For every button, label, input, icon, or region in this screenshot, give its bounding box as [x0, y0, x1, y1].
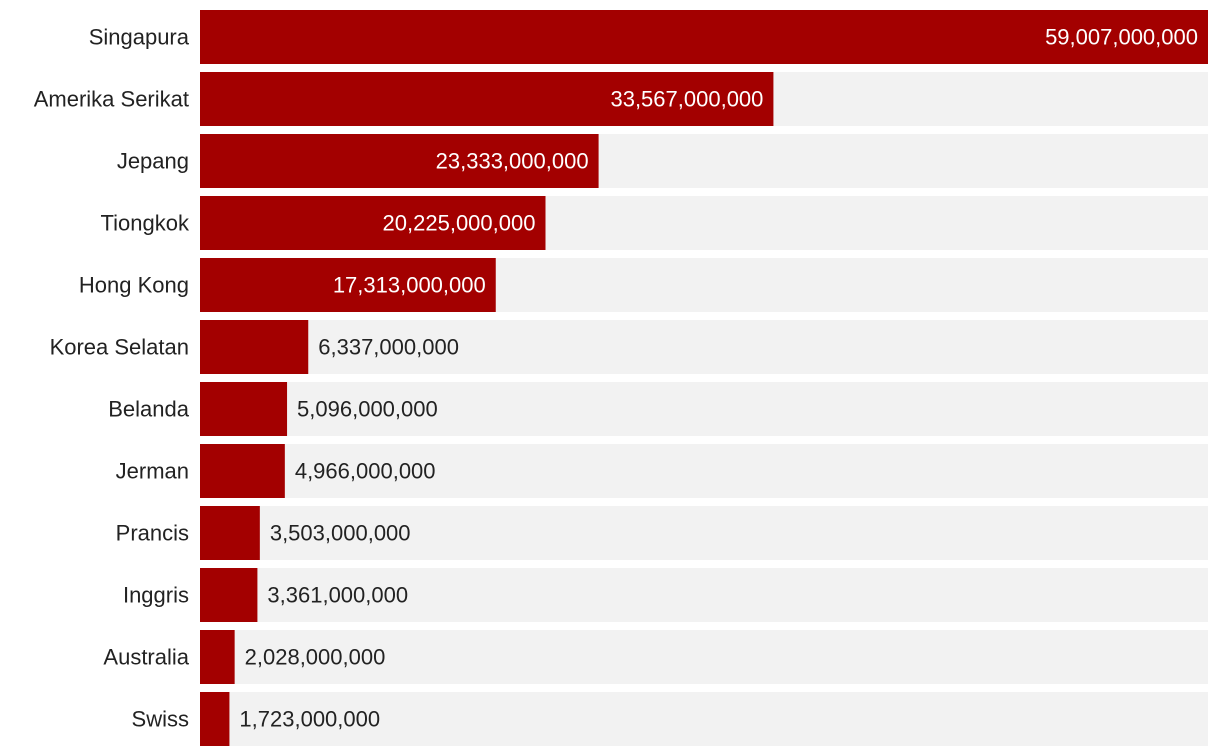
bar-row: Jerman 4,966,000,000 — [116, 444, 1208, 498]
bar-row: Prancis 3,503,000,000 — [116, 506, 1208, 560]
bar-track — [200, 506, 1208, 560]
bar-row: Amerika Serikat 33,567,000,000 — [34, 72, 1208, 126]
value-label: 3,503,000,000 — [270, 521, 411, 546]
category-label: Amerika Serikat — [34, 87, 189, 112]
value-label: 6,337,000,000 — [318, 335, 459, 360]
value-label: 23,333,000,000 — [436, 149, 589, 174]
bar-track — [200, 568, 1208, 622]
bar — [200, 258, 496, 312]
bar-row: Inggris 3,361,000,000 — [123, 568, 1208, 622]
bar — [200, 10, 1208, 64]
value-label: 20,225,000,000 — [383, 211, 536, 236]
bar-row: Korea Selatan 6,337,000,000 — [50, 320, 1208, 374]
bar — [200, 134, 599, 188]
bar — [200, 692, 230, 746]
bar-row: Hong Kong 17,313,000,000 — [79, 258, 1208, 312]
category-label: Australia — [103, 645, 189, 670]
bar — [200, 196, 546, 250]
bar — [200, 630, 235, 684]
bar — [200, 382, 288, 436]
bar — [200, 72, 774, 126]
category-label: Hong Kong — [79, 273, 189, 298]
bar-track — [200, 382, 1208, 436]
category-label: Jerman — [116, 459, 189, 484]
bar-track — [200, 320, 1208, 374]
value-label: 5,096,000,000 — [297, 397, 438, 422]
bar-track — [200, 630, 1208, 684]
value-label: 3,361,000,000 — [267, 583, 408, 608]
bar-row: Tiongkok 20,225,000,000 — [101, 196, 1208, 250]
category-label: Prancis — [116, 521, 189, 546]
category-label: Korea Selatan — [50, 335, 189, 360]
value-label: 59,007,000,000 — [1045, 25, 1198, 50]
bar-track — [200, 444, 1208, 498]
bar — [200, 568, 258, 622]
bar — [200, 506, 260, 560]
value-label: 17,313,000,000 — [333, 273, 486, 298]
value-label: 2,028,000,000 — [245, 645, 386, 670]
bar — [200, 444, 285, 498]
bar-row: Singapura 59,007,000,000 — [89, 10, 1208, 64]
value-label: 33,567,000,000 — [610, 87, 763, 112]
category-label: Inggris — [123, 583, 189, 608]
category-label: Jepang — [117, 149, 189, 174]
bar-row: Jepang 23,333,000,000 — [117, 134, 1208, 188]
category-label: Belanda — [108, 397, 190, 422]
bar-track — [200, 692, 1208, 746]
bar — [200, 320, 309, 374]
value-label: 1,723,000,000 — [239, 707, 380, 732]
category-label: Tiongkok — [101, 211, 190, 236]
bar-row: Belanda 5,096,000,000 — [108, 382, 1208, 436]
category-label: Singapura — [89, 25, 190, 50]
value-label: 4,966,000,000 — [295, 459, 436, 484]
category-label: Swiss — [132, 707, 189, 732]
bar-row: Swiss 1,723,000,000 — [132, 692, 1208, 746]
bar-row: Australia 2,028,000,000 — [103, 630, 1208, 684]
